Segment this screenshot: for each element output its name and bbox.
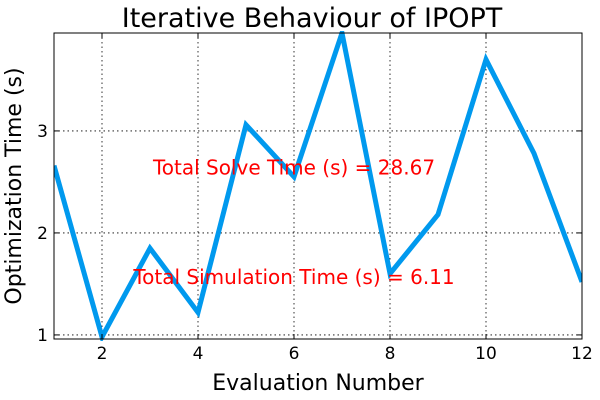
annotation-text: Total Simulation Time (s) = 6.11 xyxy=(132,265,454,289)
x-tick-label: 2 xyxy=(97,344,108,364)
x-axis-label: Evaluation Number xyxy=(212,371,424,396)
chart-title: Iterative Behaviour of IPOPT xyxy=(122,3,503,34)
y-tick-label: 3 xyxy=(37,122,48,142)
x-tick-label: 12 xyxy=(571,344,593,364)
annotation-text: Total Solve Time (s) = 28.67 xyxy=(152,156,435,180)
series-layer xyxy=(54,31,582,341)
annotations: Total Solve Time (s) = 28.67 Total Simula… xyxy=(132,156,454,289)
y-axis-label: Optimization Time (s) xyxy=(2,67,27,304)
y-tick-label: 2 xyxy=(37,224,48,244)
plot-frame xyxy=(53,32,583,340)
series-line xyxy=(54,31,582,341)
grid xyxy=(54,33,582,339)
x-tick-label: 6 xyxy=(289,344,300,364)
x-tick-label: 4 xyxy=(193,344,204,364)
x-tick-label: 10 xyxy=(475,344,497,364)
x-tick-label: 8 xyxy=(385,344,396,364)
y-tick-label: 1 xyxy=(37,326,48,346)
